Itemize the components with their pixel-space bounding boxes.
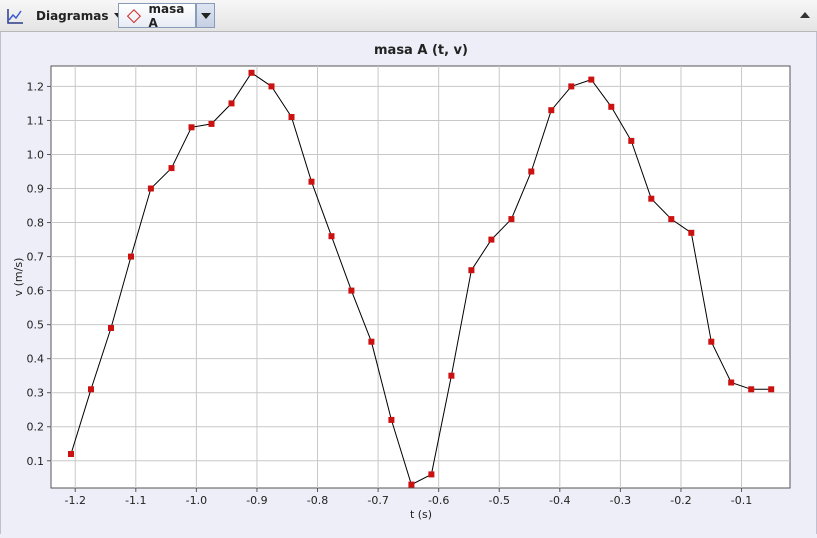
data-point[interactable] bbox=[608, 103, 615, 110]
y-tick-label: 0.9 bbox=[27, 183, 45, 196]
line-chart-icon[interactable] bbox=[6, 7, 24, 25]
y-tick-label: 0.4 bbox=[27, 353, 45, 366]
x-tick-label: -0.2 bbox=[670, 494, 691, 507]
toolbar: Diagramas masa A bbox=[0, 0, 817, 32]
data-point[interactable] bbox=[188, 124, 195, 131]
y-tick-label: 0.7 bbox=[27, 251, 45, 264]
data-point[interactable] bbox=[288, 114, 295, 120]
data-point[interactable] bbox=[108, 325, 114, 331]
grid bbox=[51, 66, 790, 488]
y-tick-label: 0.3 bbox=[27, 387, 45, 400]
data-point[interactable] bbox=[128, 253, 134, 260]
data-point[interactable] bbox=[147, 185, 154, 192]
x-axis-label: t (s) bbox=[410, 508, 432, 521]
series-label: masa A bbox=[148, 1, 185, 30]
series-toggle-button[interactable]: masa A bbox=[118, 1, 196, 30]
data-point[interactable] bbox=[688, 229, 695, 236]
data-point[interactable] bbox=[568, 83, 575, 90]
chevron-down-icon bbox=[201, 13, 211, 19]
y-tick-label: 1.0 bbox=[27, 148, 45, 161]
diamond-marker-icon bbox=[126, 8, 141, 23]
series-group bbox=[68, 69, 775, 488]
x-tick-label: -1.1 bbox=[125, 494, 146, 507]
data-point[interactable] bbox=[528, 168, 535, 175]
data-point[interactable] bbox=[328, 233, 335, 240]
data-point[interactable] bbox=[468, 267, 475, 274]
y-tick-label: 0.5 bbox=[27, 319, 45, 332]
data-point[interactable] bbox=[408, 481, 415, 488]
data-point[interactable] bbox=[768, 386, 775, 393]
x-tick-label: -0.1 bbox=[731, 494, 752, 507]
data-point[interactable] bbox=[448, 372, 455, 379]
y-axis-label: v (m/s) bbox=[12, 258, 25, 297]
chart-panel: masa A (t, v) -1.2 -1.1 -1.0 -0.9 -0.8 -0.7 -0… bbox=[0, 32, 817, 534]
x-axis: -1.2 -1.1 -1.0 -0.9 -0.8 -0.7 -0.6 -0.5 -0.4 -0.3… bbox=[64, 488, 752, 507]
data-point[interactable] bbox=[88, 386, 94, 393]
data-point[interactable] bbox=[428, 471, 435, 478]
collapse-icon[interactable] bbox=[800, 12, 810, 18]
line-chart: masa A (t, v) -1.2 -1.1 -1.0 -0.9 -0.8 -0.7 -0… bbox=[12, 43, 791, 521]
y-tick-label: 0.6 bbox=[27, 285, 45, 298]
x-tick-label: -1.0 bbox=[186, 494, 207, 507]
data-point[interactable] bbox=[508, 216, 515, 223]
x-tick-label: -0.8 bbox=[307, 494, 328, 507]
y-tick-label: 0.1 bbox=[27, 455, 45, 468]
y-tick-label: 0.2 bbox=[27, 421, 45, 434]
data-point[interactable] bbox=[68, 451, 74, 457]
y-tick-label: 0.8 bbox=[27, 217, 45, 230]
data-point[interactable] bbox=[168, 165, 175, 172]
x-tick-label: -0.7 bbox=[367, 494, 388, 507]
data-point[interactable] bbox=[228, 100, 235, 107]
data-point[interactable] bbox=[728, 379, 735, 386]
data-point[interactable] bbox=[208, 120, 215, 127]
x-tick-label: -0.6 bbox=[428, 494, 449, 507]
data-point[interactable] bbox=[668, 216, 675, 223]
data-point[interactable] bbox=[588, 76, 595, 83]
y-tick-label: 1.1 bbox=[27, 114, 45, 127]
data-point[interactable] bbox=[268, 83, 275, 90]
diagrams-menu-button[interactable]: Diagramas bbox=[36, 4, 124, 28]
x-tick-label: -0.3 bbox=[610, 494, 631, 507]
x-tick-label: -0.5 bbox=[489, 494, 510, 507]
data-point[interactable] bbox=[348, 287, 355, 294]
x-tick-label: -0.9 bbox=[246, 494, 267, 507]
x-tick-label: -1.2 bbox=[64, 494, 85, 507]
data-point[interactable] bbox=[388, 416, 395, 423]
data-point[interactable] bbox=[248, 69, 255, 76]
data-point[interactable] bbox=[488, 236, 495, 243]
data-point[interactable] bbox=[748, 386, 755, 393]
y-axis: 0.1 0.2 0.3 0.4 0.5 0.6 0.7 0.8 0.9 1.0 1.1 1.2 bbox=[27, 80, 51, 468]
series-line bbox=[70, 72, 772, 486]
data-point[interactable] bbox=[628, 137, 635, 144]
data-point[interactable] bbox=[708, 338, 715, 345]
chart-title: masa A (t, v) bbox=[374, 43, 468, 58]
data-point[interactable] bbox=[368, 338, 375, 345]
diagrams-label: Diagramas bbox=[36, 9, 109, 23]
series-dropdown-button[interactable] bbox=[196, 3, 215, 28]
plot-area bbox=[50, 65, 791, 489]
y-tick-label: 1.2 bbox=[27, 80, 45, 93]
data-point[interactable] bbox=[548, 107, 555, 114]
data-point[interactable] bbox=[648, 195, 655, 202]
data-point[interactable] bbox=[308, 178, 315, 185]
x-tick-label: -0.4 bbox=[549, 494, 570, 507]
